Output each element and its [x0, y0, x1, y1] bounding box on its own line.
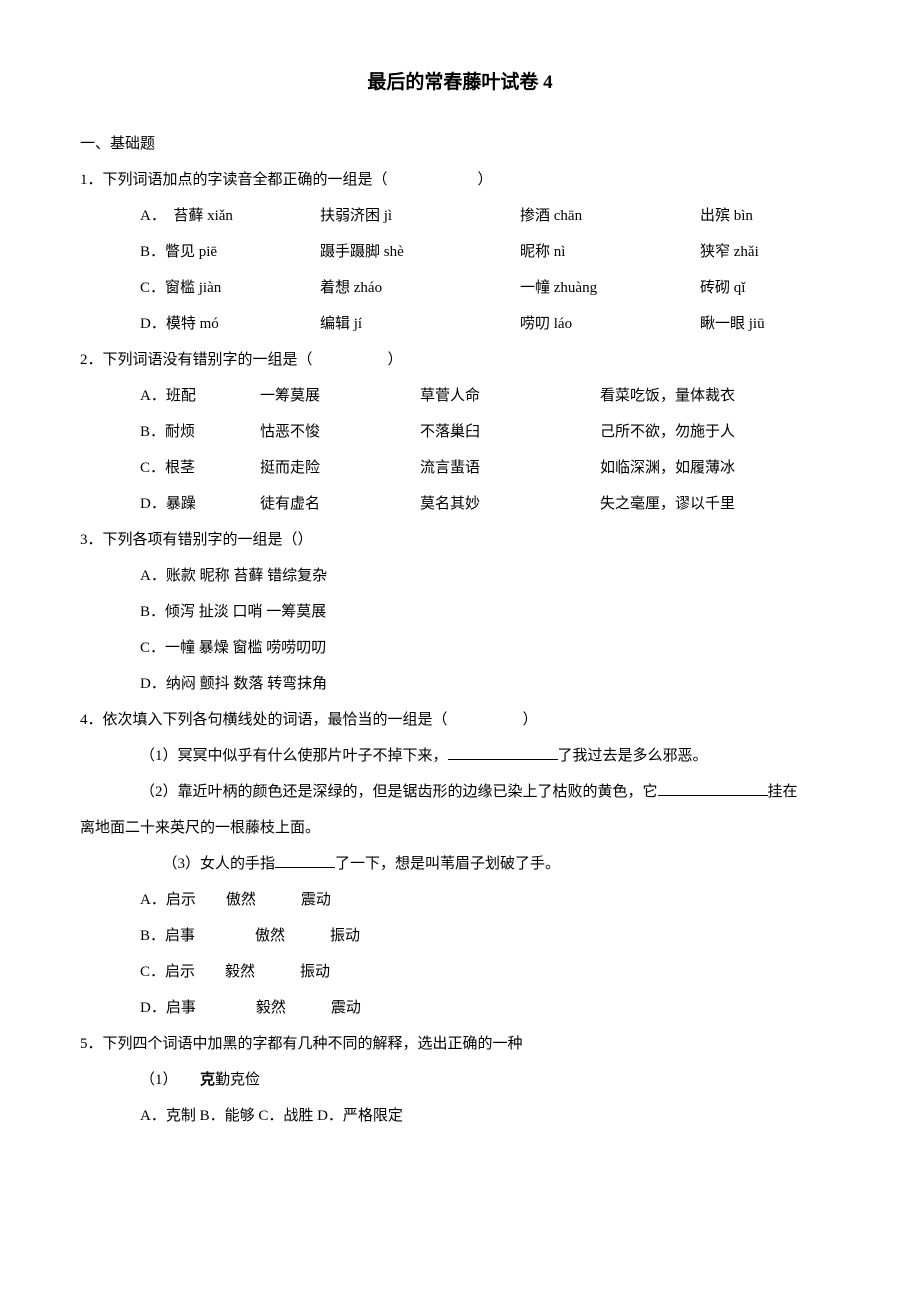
q2-c-label: C．根茎: [140, 450, 260, 486]
q2-b-c4: 己所不欲，勿施于人: [600, 414, 840, 450]
q2-a-c3: 草菅人命: [420, 378, 600, 414]
q1-c-c4: 砖砌 qǐ: [700, 270, 860, 306]
q1-d-c4: 瞅一眼 jiū: [700, 306, 860, 342]
q2-c-c2: 挺而走险: [260, 450, 420, 486]
q2-b-label: B．耐烦: [140, 414, 260, 450]
q4-option-c: C．启示 毅然 振动: [80, 954, 840, 990]
q2-a-c2: 一筹莫展: [260, 378, 420, 414]
q4-sub2: （2）靠近叶柄的颜色还是深绿的，但是锯齿形的边缘已染上了枯败的黄色，它 挂在: [80, 774, 840, 810]
q2-c-c3: 流言蜚语: [420, 450, 600, 486]
q1-a-label: A． 苔藓 xiǎn: [140, 198, 320, 234]
blank-icon: [448, 759, 558, 760]
q2-d-c4: 失之毫厘，谬以千里: [600, 486, 840, 522]
q2-d-label: D．暴躁: [140, 486, 260, 522]
q2-option-d: D．暴躁 徒有虚名 莫名其妙 失之毫厘，谬以千里: [80, 486, 840, 522]
q4-sub2-b: 挂在: [768, 784, 798, 800]
q1-stem: 1．下列词语加点的字读音全都正确的一组是（ ）: [80, 162, 840, 198]
q4-sub3-a: （3）女人的手指: [140, 856, 275, 872]
q1-c-c3: 一幢 zhuàng: [520, 270, 700, 306]
q2-c-c4: 如临深渊，如履薄冰: [600, 450, 840, 486]
q4-sub1: （1）冥冥中似乎有什么使那片叶子不掉下来， 了我过去是多么邪恶。: [80, 738, 840, 774]
q1-option-c: C．窗槛 jiàn 着想 zháo 一幢 zhuàng 砖砌 qǐ: [80, 270, 840, 306]
question-4: 4．依次填入下列各句横线处的词语，最恰当的一组是（ ） （1）冥冥中似乎有什么使…: [80, 702, 840, 1026]
q1-c-c2: 着想 zháo: [320, 270, 520, 306]
q1-a-c4: 出殡 bìn: [700, 198, 860, 234]
blank-icon: [658, 795, 768, 796]
q5-stem: 5．下列四个词语中加黑的字都有几种不同的解释，选出正确的一种: [80, 1026, 840, 1062]
q1-d-c2: 编辑 jí: [320, 306, 520, 342]
q2-d-c3: 莫名其妙: [420, 486, 600, 522]
question-5: 5．下列四个词语中加黑的字都有几种不同的解释，选出正确的一种 （1） 克勤克俭 …: [80, 1026, 840, 1134]
section-header: 一、基础题: [80, 126, 840, 162]
q2-option-c: C．根茎 挺而走险 流言蜚语 如临深渊，如履薄冰: [80, 450, 840, 486]
q1-c-label: C．窗槛 jiàn: [140, 270, 320, 306]
q1-option-b: B．瞥见 piē 蹑手蹑脚 shè 昵称 nì 狭窄 zhǎi: [80, 234, 840, 270]
q3-option-d: D．纳闷 颤抖 数落 转弯抹角: [80, 666, 840, 702]
q3-option-a: A．账款 昵称 苔藓 错综复杂: [80, 558, 840, 594]
page-title: 最后的常春藤叶试卷 4: [80, 60, 840, 106]
q4-sub1-b: 了我过去是多么邪恶。: [558, 748, 708, 764]
q1-b-label: B．瞥见 piē: [140, 234, 320, 270]
q5-sub-bold: 克: [200, 1072, 215, 1088]
q1-d-label: D．模特 mó: [140, 306, 320, 342]
q3-option-b: B．倾泻 扯淡 口哨 一筹莫展: [80, 594, 840, 630]
q2-b-c3: 不落巢臼: [420, 414, 600, 450]
q1-a-c3: 掺酒 chān: [520, 198, 700, 234]
q2-a-c4: 看菜吃饭，量体裁衣: [600, 378, 840, 414]
q5-options: A．克制 B．能够 C．战胜 D．严格限定: [80, 1098, 840, 1134]
question-2: 2．下列词语没有错别字的一组是（ ） A．班配 一筹莫展 草菅人命 看菜吃饭，量…: [80, 342, 840, 522]
q1-b-c2: 蹑手蹑脚 shè: [320, 234, 520, 270]
question-1: 1．下列词语加点的字读音全都正确的一组是（ ） A． 苔藓 xiǎn 扶弱济困 …: [80, 162, 840, 342]
q1-option-d: D．模特 mó 编辑 jí 唠叨 láo 瞅一眼 jiū: [80, 306, 840, 342]
blank-icon: [275, 867, 335, 868]
q2-d-c2: 徒有虚名: [260, 486, 420, 522]
q4-sub1-a: （1）冥冥中似乎有什么使那片叶子不掉下来，: [140, 748, 448, 764]
q5-sub-rest: 勤克俭: [215, 1072, 260, 1088]
question-3: 3．下列各项有错别字的一组是（） A．账款 昵称 苔藓 错综复杂 B．倾泻 扯淡…: [80, 522, 840, 702]
q4-sub2-a: （2）靠近叶柄的颜色还是深绿的，但是锯齿形的边缘已染上了枯败的黄色，它: [140, 784, 658, 800]
q1-b-c3: 昵称 nì: [520, 234, 700, 270]
q4-option-a: A．启示 傲然 震动: [80, 882, 840, 918]
q4-sub2-cont: 离地面二十来英尺的一根藤枝上面。: [80, 810, 840, 846]
q2-option-a: A．班配 一筹莫展 草菅人命 看菜吃饭，量体裁衣: [80, 378, 840, 414]
q5-sub1: （1） 克勤克俭: [80, 1062, 840, 1098]
q4-option-d: D．启事 毅然 震动: [80, 990, 840, 1026]
q1-a-c2: 扶弱济困 jì: [320, 198, 520, 234]
q4-stem: 4．依次填入下列各句横线处的词语，最恰当的一组是（ ）: [80, 702, 840, 738]
q2-stem: 2．下列词语没有错别字的一组是（ ）: [80, 342, 840, 378]
q1-d-c3: 唠叨 láo: [520, 306, 700, 342]
q3-stem: 3．下列各项有错别字的一组是（）: [80, 522, 840, 558]
q2-a-label: A．班配: [140, 378, 260, 414]
q5-sub-label: （1）: [140, 1072, 200, 1088]
q1-b-c4: 狭窄 zhǎi: [700, 234, 860, 270]
q3-option-c: C．一幢 暴燥 窗槛 唠唠叨叨: [80, 630, 840, 666]
q4-sub3-b: 了一下，想是叫苇眉子划破了手。: [335, 856, 560, 872]
q2-b-c2: 怙恶不悛: [260, 414, 420, 450]
q4-sub3: （3）女人的手指 了一下，想是叫苇眉子划破了手。: [80, 846, 840, 882]
q4-option-b: B．启事 傲然 振动: [80, 918, 840, 954]
q2-option-b: B．耐烦 怙恶不悛 不落巢臼 己所不欲，勿施于人: [80, 414, 840, 450]
q1-option-a: A． 苔藓 xiǎn 扶弱济困 jì 掺酒 chān 出殡 bìn: [80, 198, 840, 234]
